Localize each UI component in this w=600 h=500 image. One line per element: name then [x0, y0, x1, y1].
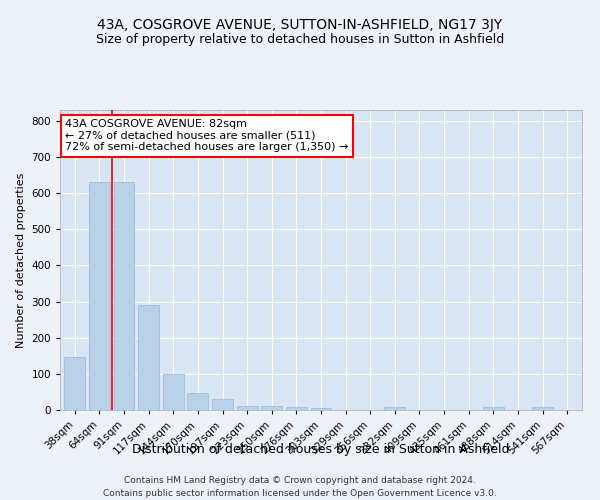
Bar [89, 182, 110, 410]
Bar [187, 393, 208, 410]
Bar [532, 408, 553, 410]
Y-axis label: Number of detached properties: Number of detached properties [16, 172, 26, 348]
Bar [311, 408, 331, 410]
Text: 43A, COSGROVE AVENUE, SUTTON-IN-ASHFIELD, NG17 3JY: 43A, COSGROVE AVENUE, SUTTON-IN-ASHFIELD… [97, 18, 503, 32]
Bar [483, 408, 504, 410]
Bar [385, 408, 406, 410]
Bar [212, 399, 233, 410]
Bar [286, 408, 307, 410]
Bar [113, 182, 134, 410]
Text: Size of property relative to detached houses in Sutton in Ashfield: Size of property relative to detached ho… [96, 32, 504, 46]
Bar [236, 406, 257, 410]
Text: Distribution of detached houses by size in Sutton in Ashfield: Distribution of detached houses by size … [132, 442, 510, 456]
Bar [261, 406, 282, 410]
Text: Contains HM Land Registry data © Crown copyright and database right 2024.
Contai: Contains HM Land Registry data © Crown c… [103, 476, 497, 498]
Text: 43A COSGROVE AVENUE: 82sqm
← 27% of detached houses are smaller (511)
72% of sem: 43A COSGROVE AVENUE: 82sqm ← 27% of deta… [65, 119, 349, 152]
Bar [138, 305, 159, 410]
Bar [64, 356, 85, 410]
Bar [163, 374, 184, 410]
